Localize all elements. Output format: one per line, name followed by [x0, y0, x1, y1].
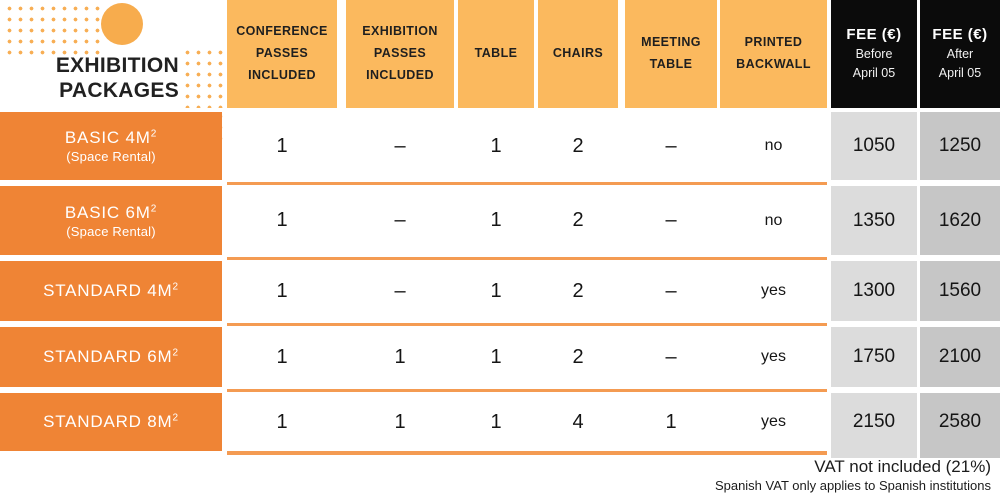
fee-after-basic-4m2: 1250 — [920, 112, 1000, 180]
fee-after-standard-6m2: 2100 — [920, 327, 1000, 387]
cell-standard-4m2-chairs: 2 — [572, 279, 584, 302]
cell-standard-8m2-printed-backwall: yes — [761, 413, 786, 430]
cell-basic-6m2-table: 1 — [490, 209, 502, 231]
cell-basic-6m2-conference-passes-included: 1 — [276, 209, 288, 231]
cell-basic-6m2-exhibition-passes-included: – — [394, 209, 406, 231]
package-name: BASIC 4M2 — [64, 128, 158, 147]
fee-before-standard-8m2: 2150 — [831, 393, 917, 451]
vat-note: VAT not included (21%) Spanish VAT only … — [715, 457, 991, 493]
row-separator — [227, 181, 827, 185]
column-header-conference-passes-included: CONFERENCE PASSES INCLUDED — [227, 0, 337, 108]
vat-note-line1: VAT not included (21%) — [814, 457, 991, 476]
package-subname: (Space Rental) — [66, 223, 156, 239]
cell-standard-8m2-chairs: 4 — [572, 410, 584, 433]
cell-basic-4m2-conference-passes-included: 1 — [276, 134, 288, 157]
cell-standard-6m2-chairs: 2 — [572, 345, 584, 368]
cell-standard-4m2-printed-backwall: yes — [761, 282, 786, 299]
row-separator — [227, 322, 827, 326]
package-name: STANDARD 8M2 — [43, 412, 179, 431]
row-header-standard-6m2: STANDARD 6M2 — [0, 327, 222, 387]
cell-basic-4m2-meeting-table: – — [665, 134, 677, 157]
column-header-fee-after: FEE (€) After April 05 — [920, 0, 1000, 108]
fee-before-basic-6m2: 1350 — [831, 186, 917, 255]
column-header-fee-before: FEE (€) Before April 05 — [831, 0, 917, 108]
row-header-standard-8m2: STANDARD 8M2 — [0, 393, 222, 451]
page-title-line1: EXHIBITION — [55, 54, 179, 77]
cell-standard-8m2-table: 1 — [490, 410, 502, 433]
cell-standard-8m2-meeting-table: 1 — [665, 410, 677, 433]
fee-title: FEE (€) — [846, 26, 902, 44]
dot-pattern-top-left — [4, 3, 103, 55]
table-bottom-line — [227, 451, 827, 455]
cell-standard-4m2-conference-passes-included: 1 — [276, 279, 288, 302]
column-header-printed-backwall: PRINTED BACKWALL — [720, 0, 827, 108]
package-name: STANDARD 4M2 — [43, 281, 179, 300]
cell-standard-6m2-meeting-table: – — [665, 345, 677, 368]
cell-standard-6m2-printed-backwall: yes — [761, 348, 786, 365]
cell-basic-6m2-meeting-table: – — [665, 209, 677, 231]
cell-standard-6m2-conference-passes-included: 1 — [276, 345, 288, 368]
cell-basic-4m2-table: 1 — [490, 134, 502, 157]
column-header-exhibition-passes-included: EXHIBITION PASSES INCLUDED — [346, 0, 454, 108]
cell-standard-8m2-conference-passes-included: 1 — [276, 410, 288, 433]
fee-after-basic-6m2: 1620 — [920, 186, 1000, 255]
cell-basic-4m2-printed-backwall: no — [764, 137, 783, 154]
fee-before-standard-4m2: 1300 — [831, 261, 917, 321]
page-title-line2: PACKAGES — [59, 79, 179, 102]
column-header-meeting-table: MEETING TABLE — [625, 0, 717, 108]
row-header-basic-4m2: BASIC 4M2 (Space Rental) — [0, 112, 222, 180]
fee-after-standard-4m2: 1560 — [920, 261, 1000, 321]
cell-standard-6m2-table: 1 — [490, 345, 502, 368]
package-name: BASIC 6M2 — [64, 202, 158, 222]
cell-basic-6m2-printed-backwall: no — [764, 211, 783, 229]
dot-pattern-right-upper — [182, 47, 226, 108]
row-separator — [227, 388, 827, 392]
cell-standard-4m2-exhibition-passes-included: – — [394, 279, 406, 302]
cell-standard-4m2-meeting-table: – — [665, 279, 677, 302]
cell-basic-4m2-chairs: 2 — [572, 134, 584, 157]
row-header-basic-6m2: BASIC 6M2 (Space Rental) — [0, 186, 222, 255]
page-title: EXHIBITION PACKAGES — [0, 53, 179, 103]
package-subname: (Space Rental) — [66, 149, 156, 164]
row-header-standard-4m2: STANDARD 4M2 — [0, 261, 222, 321]
cell-standard-4m2-table: 1 — [490, 279, 502, 302]
row-separator — [227, 256, 827, 260]
column-header-chairs: CHAIRS — [538, 0, 618, 108]
pricing-table: CONFERENCE PASSES INCLUDED EXHIBITION PAS… — [0, 0, 1000, 458]
fee-subtitle: After April 05 — [938, 47, 982, 80]
cell-standard-8m2-exhibition-passes-included: 1 — [394, 410, 406, 433]
fee-before-column-end — [831, 451, 917, 458]
column-header-table: TABLE — [458, 0, 534, 108]
vat-note-line2: Spanish VAT only applies to Spanish inst… — [714, 478, 991, 493]
fee-subtitle: Before April 05 — [852, 47, 896, 80]
package-name: STANDARD 6M2 — [43, 347, 179, 366]
fee-after-standard-8m2: 2580 — [920, 393, 1000, 451]
fee-title: FEE (€) — [932, 26, 988, 44]
cell-basic-6m2-chairs: 2 — [572, 209, 584, 231]
fee-before-standard-6m2: 1750 — [831, 327, 917, 387]
cell-standard-6m2-exhibition-passes-included: 1 — [394, 345, 406, 368]
orange-circle-decoration — [101, 3, 143, 45]
fee-before-basic-4m2: 1050 — [831, 112, 917, 180]
cell-basic-4m2-exhibition-passes-included: – — [394, 134, 406, 157]
fee-after-column-end — [920, 451, 1000, 458]
